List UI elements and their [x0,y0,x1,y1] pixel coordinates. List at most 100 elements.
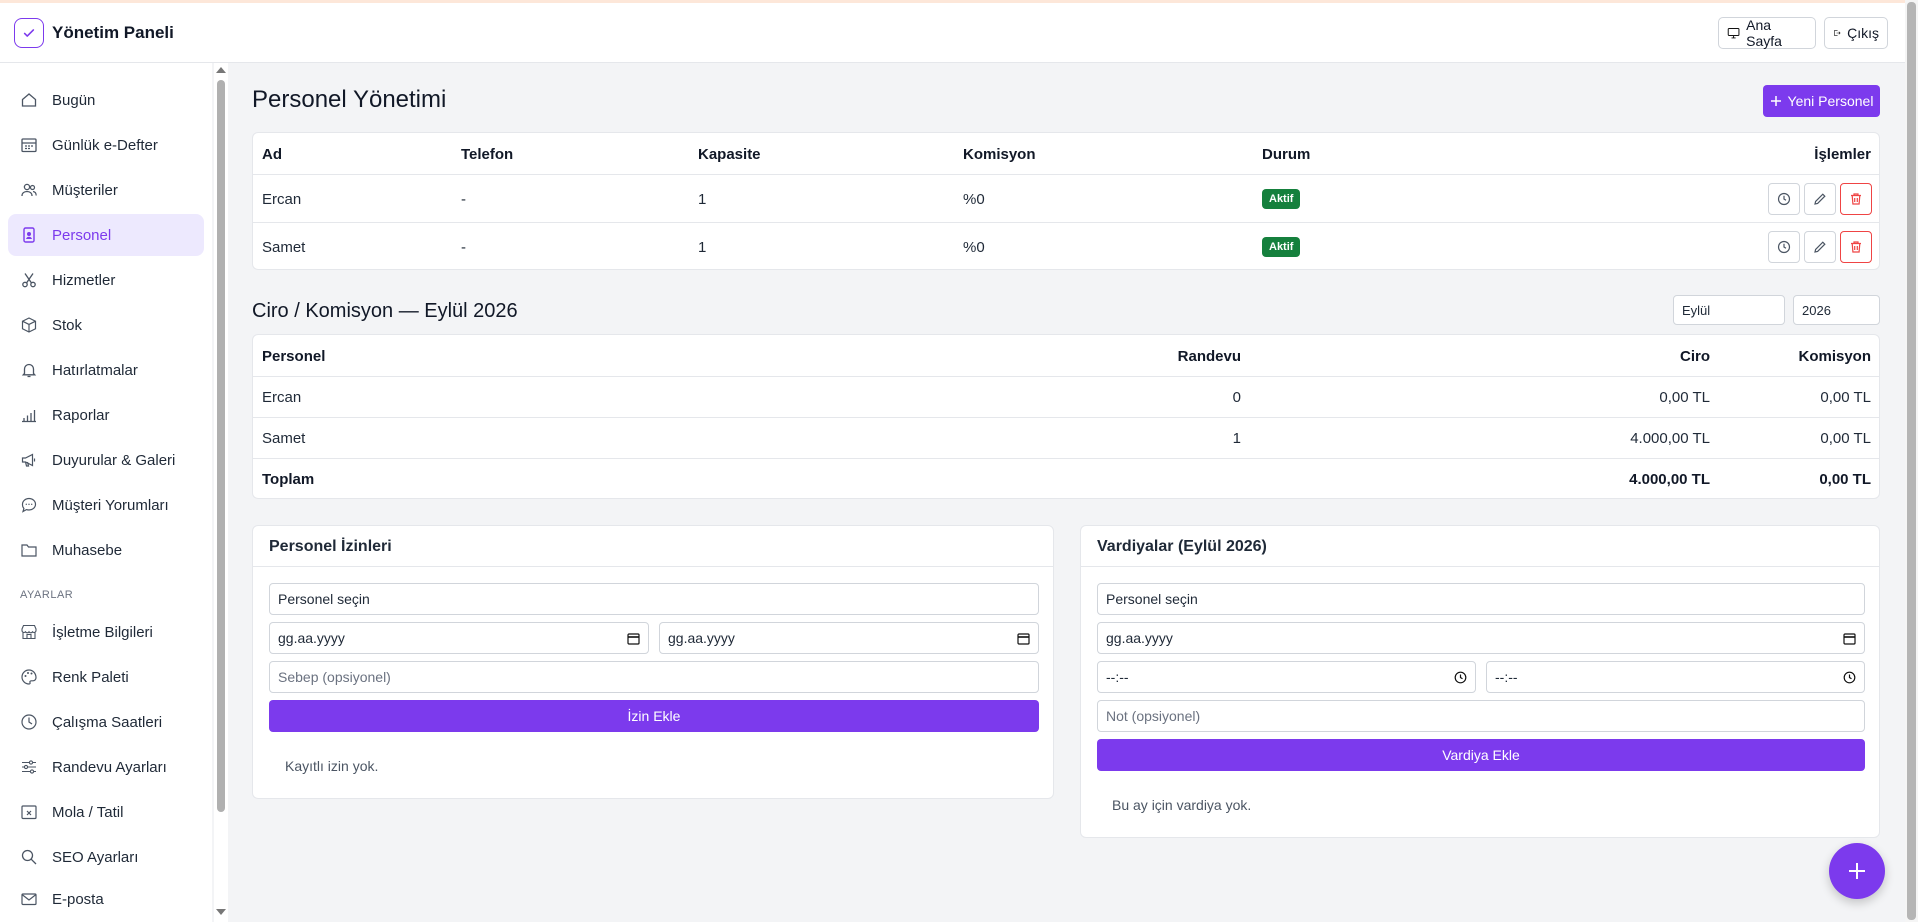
revenue-amount: 0,00 TL [1659,389,1710,406]
sidebar-scrollbar-thumb[interactable] [217,80,225,812]
revenue-commission: 0,00 TL [1820,389,1871,406]
home-page-button[interactable]: Ana Sayfa [1718,17,1816,49]
sidebar-item-label: Mola / Tatil [52,803,124,821]
divider [253,174,1879,175]
sidebar-item-label: Hatırlatmalar [52,361,138,379]
shift-note-input[interactable]: Not (opsiyonel) [1097,700,1865,732]
home-icon [21,93,37,107]
sidebar-item-seo-settings[interactable]: SEO Ayarları [8,836,204,878]
staff-name: Samet [262,239,306,256]
sidebar-item-business-info[interactable]: İşletme Bilgileri [8,611,204,653]
clock-icon [1843,671,1856,684]
sidebar-item-stock[interactable]: Stok [8,304,204,346]
sidebar-item-working-hours[interactable]: Çalışma Saatleri [8,701,204,743]
sidebar-item-announcements[interactable]: Duyurular & Galeri [8,439,204,481]
sliders-icon [22,760,36,774]
delete-button[interactable] [1840,231,1872,263]
plus-icon [1849,863,1865,879]
floating-add-button[interactable] [1829,843,1885,899]
sidebar-item-label: Günlük e-Defter [52,136,158,154]
column-header-capacity: Kapasite [698,146,761,163]
total-label: Toplam [262,471,315,488]
clock-icon [1777,192,1791,206]
time-value: --:-- [1495,669,1518,685]
new-staff-button[interactable]: Yeni Personel [1763,85,1880,117]
sidebar-item-reports[interactable]: Raporlar [8,394,204,436]
staff-phone: - [461,239,466,256]
sidebar-item-reminders[interactable]: Hatırlatmalar [8,349,204,391]
window-scrollbar-thumb[interactable] [1907,2,1916,920]
revenue-commission: 0,00 TL [1820,430,1871,447]
sidebar-item-accounting[interactable]: Muhasebe [8,529,204,571]
sidebar-item-label: Hizmetler [52,271,116,289]
revenue-amount: 4.000,00 TL [1630,430,1710,447]
sidebar-item-appointment-settings[interactable]: Randevu Ayarları [8,746,204,788]
top-accent-line [0,0,1918,3]
sidebar-item-reviews[interactable]: Müşteri Yorumları [8,484,204,526]
shift-staff-select[interactable]: Personel seçin [1097,583,1865,615]
date-value: gg.aa.yyyy [278,630,345,646]
bar-chart-icon [22,410,36,423]
calendar-icon [1017,633,1030,645]
column-header-name: Ad [262,146,282,163]
staff-commission: %0 [963,191,985,208]
shift-date-input[interactable]: gg.aa.yyyy [1097,622,1865,654]
sidebar-item-label: Stok [52,316,83,334]
sidebar-item-email[interactable]: E-posta [8,881,204,917]
pencil-icon [1814,241,1826,253]
sidebar-item-staff[interactable]: Personel [8,214,204,256]
revenue-staff-name: Ercan [262,389,302,406]
leave-reason-input[interactable]: Sebep (opsiyonel) [269,661,1039,693]
revenue-staff-name: Samet [262,430,306,447]
sidebar-item-services[interactable]: Hizmetler [8,259,204,301]
sidebar-item-daily-ledger[interactable]: Günlük e-Defter [8,124,204,166]
sidebar-item-label: Çalışma Saatleri [52,713,163,731]
divider [253,222,1879,223]
edit-button[interactable] [1804,183,1836,215]
sidebar-item-color-palette[interactable]: Renk Paleti [8,656,204,698]
delete-button[interactable] [1840,183,1872,215]
schedule-button[interactable] [1768,231,1800,263]
plus-icon [1770,96,1781,106]
month-select[interactable]: Eylül [1673,295,1785,325]
shift-end-time[interactable]: --:-- [1486,661,1865,693]
sidebar-item-label: Renk Paleti [52,668,129,686]
revenue-appointments: 1 [1232,430,1241,447]
page-title: Personel Yönetimi [252,86,447,113]
sidebar-item-break-holiday[interactable]: Mola / Tatil [8,791,204,833]
edit-button[interactable] [1804,231,1836,263]
sidebar-item-label: Raporlar [52,406,110,424]
leave-end-date[interactable]: gg.aa.yyyy [659,622,1039,654]
status-badge: Aktif [1262,189,1301,209]
revenue-appointments: 0 [1232,389,1241,406]
column-header-commission: Komisyon [963,146,1036,163]
leave-start-date[interactable]: gg.aa.yyyy [269,622,649,654]
date-value: gg.aa.yyyy [1106,630,1173,646]
sidebar-item-label: Personel [52,226,112,244]
schedule-button[interactable] [1768,183,1800,215]
badge-icon [23,227,35,243]
scroll-up-icon[interactable] [216,67,226,73]
year-input[interactable]: 2026 [1793,295,1880,325]
add-leave-button[interactable]: İzin Ekle [269,700,1039,732]
panel-title: Vardiyalar (Eylül 2026) [1097,538,1267,555]
add-shift-button[interactable]: Vardiya Ekle [1097,739,1865,771]
logout-button[interactable]: Çıkış [1824,17,1888,49]
top-header: Yönetim Paneli Ana Sayfa Çıkış [0,3,1905,63]
shift-start-time[interactable]: --:-- [1097,661,1476,693]
sidebar-item-label: SEO Ayarları [52,848,139,866]
divider [253,458,1879,459]
logout-label: Çıkış [1847,25,1879,41]
staff-select[interactable]: Personel seçin [269,583,1039,615]
total-revenue: 4.000,00 TL [1629,471,1710,488]
settings-section-heading: AYARLAR [20,589,74,601]
scissors-icon [22,273,36,288]
sidebar-item-label: Müşteri Yorumları [52,496,169,514]
box-icon [21,317,37,333]
sidebar-item-today[interactable]: Bugün [8,79,204,121]
sidebar-item-customers[interactable]: Müşteriler [8,169,204,211]
staff-commission: %0 [963,239,985,256]
column-header-phone: Telefon [461,146,514,163]
scroll-down-icon[interactable] [216,909,226,915]
store-icon [21,624,37,640]
